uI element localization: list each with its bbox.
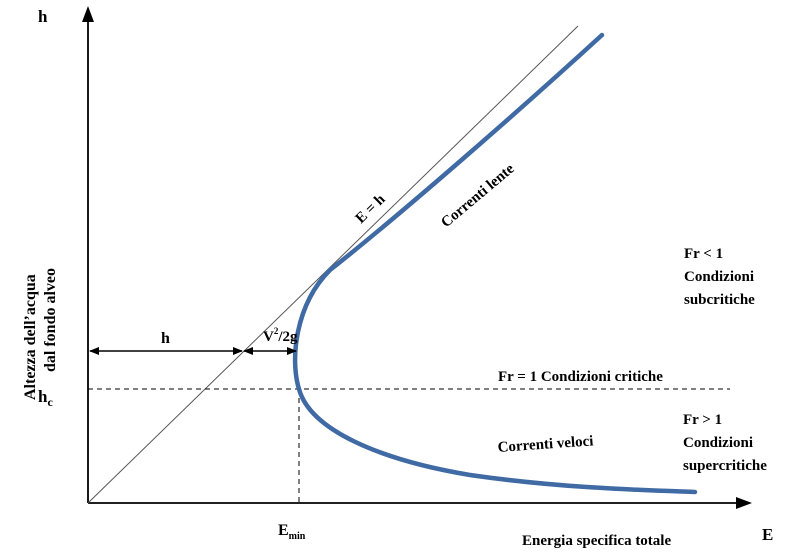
y-axis-arrow [82, 6, 94, 22]
critical-label: Fr = 1 Condizioni critiche [498, 369, 663, 385]
supercritical-line3: supercritiche [683, 458, 767, 474]
y-axis-title-line1: Altezza dell’acqua [22, 274, 39, 400]
subcritical-line2: Condizioni [684, 269, 754, 285]
emin-label: Emin [278, 522, 306, 542]
branch-lower-label: Correnti veloci [497, 433, 594, 456]
supercritical-line2: Condizioni [683, 435, 753, 451]
supercritical-fr: Fr > 1 [683, 412, 722, 428]
subcritical-fr: Fr < 1 [684, 246, 723, 262]
hc-label: hc [38, 387, 53, 409]
energy-curve [292, 32, 698, 495]
x-axis-symbol: E [762, 525, 773, 544]
x-axis-arrow [736, 497, 752, 509]
y-axis-title-line2: dal fondo alveo [42, 268, 59, 372]
e-equals-h-line [87, 25, 579, 504]
x-axis-title: Energia specifica totale [522, 533, 671, 549]
h-dimension-label: h [161, 330, 170, 347]
v2-dimension-label: V2/2g [263, 326, 298, 345]
e-equals-h-label: E = h [353, 191, 389, 227]
y-axis-title: Altezza dell’acqua dal fondo alveo [22, 268, 59, 400]
y-axis-symbol: h [38, 7, 48, 26]
subcritical-line3: subcritiche [684, 292, 755, 308]
